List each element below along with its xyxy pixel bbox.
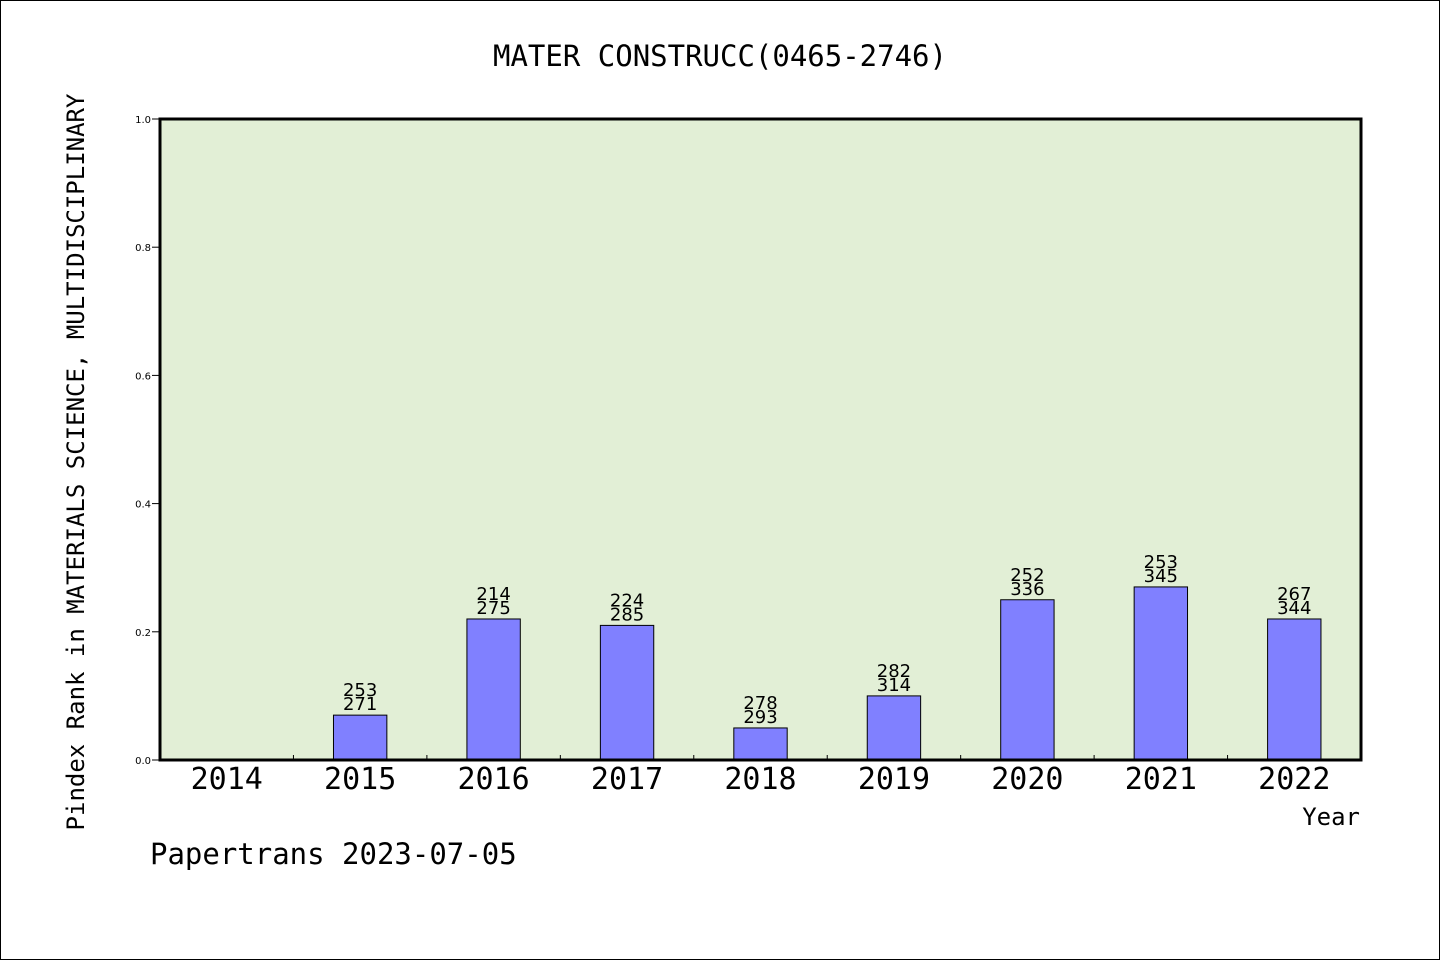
x-tick-label: 2019 — [858, 762, 930, 797]
bar-label-top: 282 — [877, 661, 911, 682]
x-tick-label: 2014 — [191, 762, 263, 797]
y-tick-label: 0.8 — [135, 243, 151, 254]
y-tick-label: 1.0 — [135, 115, 151, 126]
bar-label-top: 252 — [1010, 565, 1044, 586]
bar-2018 — [733, 727, 788, 761]
bar-label-top: 224 — [610, 590, 644, 611]
bar-label-top: 267 — [1277, 584, 1311, 605]
bar-label-top: 278 — [743, 693, 777, 714]
bar-2021 — [1133, 586, 1189, 761]
x-tick-label: 2022 — [1258, 762, 1330, 797]
x-tick-label: 2018 — [724, 762, 796, 797]
y-tick-label: 0.0 — [135, 756, 151, 767]
chart-title: MATER CONSTRUCC(0465-2746) — [493, 39, 947, 73]
footer-credit: Papertrans 2023-07-05 — [150, 837, 517, 871]
bar-label-top: 253 — [1144, 552, 1178, 573]
bar-label-bottom: 293 — [743, 707, 777, 728]
y-tick-label: 0.6 — [135, 371, 151, 382]
y-axis-ticks: 0.0 0.2 0.4 0.6 0.8 1.0 — [135, 115, 160, 767]
x-tick-label: 2020 — [991, 762, 1063, 797]
bar-2020 — [1000, 599, 1055, 761]
bar-2015 — [332, 714, 388, 761]
bar-label-bottom: 285 — [610, 604, 644, 625]
x-axis-label: Year — [1302, 803, 1360, 831]
bar-2016 — [466, 618, 521, 761]
bar-label-top: 214 — [476, 584, 510, 605]
bar-label-bottom: 314 — [877, 675, 911, 696]
bar-label-bottom: 275 — [476, 598, 510, 619]
y-axis-label: Pindex Rank in MATERIALS SCIENCE, MULTID… — [62, 93, 90, 830]
y-tick-label: 0.2 — [135, 628, 151, 639]
bar-label-bottom: 345 — [1144, 566, 1178, 587]
bar-label-bottom: 271 — [343, 694, 377, 715]
bar-label-bottom: 336 — [1010, 579, 1044, 600]
x-tick-label: 2021 — [1125, 762, 1197, 797]
bar-2017 — [599, 624, 655, 761]
bar-2022 — [1267, 618, 1322, 761]
bars-group — [332, 586, 1322, 761]
x-tick-label: 2017 — [591, 762, 663, 797]
plot-border — [158, 117, 1363, 762]
x-tick-label: 2016 — [457, 762, 529, 797]
x-tick-label: 2015 — [324, 762, 396, 797]
bar-label-top: 253 — [343, 680, 377, 701]
y-tick-label: 0.4 — [135, 500, 151, 511]
bar-label-bottom: 344 — [1277, 598, 1311, 619]
x-axis-ticks: 2014 2015 2016 2017 2018 2019 2020 2021 2022 — [191, 755, 1330, 797]
bar-2019 — [866, 695, 922, 761]
